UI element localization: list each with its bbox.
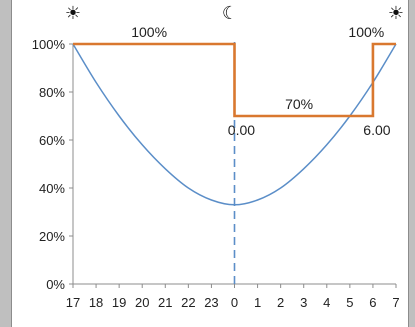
annotation-label: 6.00: [363, 122, 390, 138]
x-tick-label: 18: [89, 295, 103, 310]
y-tick-label: 80%: [39, 85, 65, 100]
x-tick-label: 22: [181, 295, 195, 310]
x-tick-label: 2: [277, 295, 284, 310]
x-tick-label: 23: [204, 295, 218, 310]
x-tick-label: 20: [135, 295, 149, 310]
y-tick-label: 60%: [39, 133, 65, 148]
sun-icon: ☀: [388, 3, 404, 24]
y-tick-label: 100%: [32, 37, 66, 52]
x-tick-label: 7: [392, 295, 399, 310]
y-tick-label: 20%: [39, 229, 65, 244]
sun-icon: ☀: [65, 3, 81, 24]
x-tick-label: 1: [254, 295, 261, 310]
day-night-chart: 0%20%40%60%80%100%17 18 19 20 21 22 23 0 1 2 3 4 5 6 7…: [32, 3, 404, 310]
x-tick-label: 17: [66, 295, 80, 310]
x-tick-label: 3: [300, 295, 307, 310]
x-tick-label: 4: [323, 295, 330, 310]
annotation-label: 70%: [285, 96, 313, 112]
y-tick-label: 40%: [39, 181, 65, 196]
x-tick-label: 6: [369, 295, 376, 310]
x-tick-label: 19: [112, 295, 126, 310]
step-series-line: [73, 42, 396, 118]
moon-icon: ☾: [222, 3, 238, 24]
y-tick-label: 0%: [46, 277, 65, 292]
annotation-label: 0.00: [228, 122, 255, 138]
chart-frame: 0% 20% 40% 60% 80% 100% 17 18 19 20 21 22 23 0 1 2 3 4 5 6 7…: [11, 0, 409, 327]
x-tick-label: 5: [346, 295, 353, 310]
x-tick-label: 21: [158, 295, 172, 310]
x-tick-label: 0: [231, 295, 238, 310]
annotation-label: 100%: [348, 24, 384, 40]
annotation-label: 100%: [131, 24, 167, 40]
